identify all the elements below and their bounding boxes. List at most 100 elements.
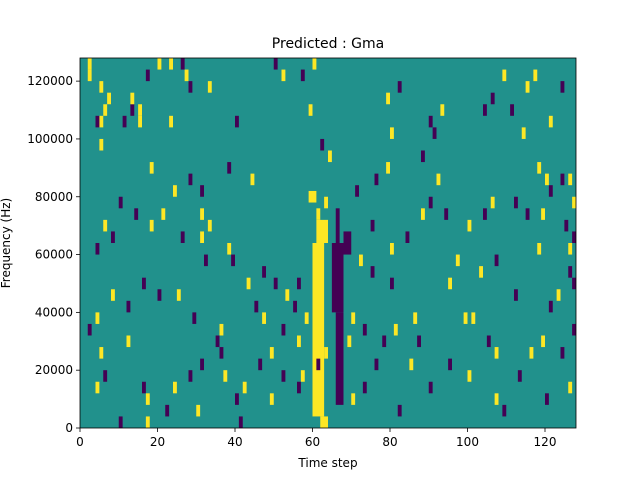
heatmap-cell (269, 393, 274, 405)
heatmap-cell (223, 370, 228, 382)
heatmap-cell (99, 81, 104, 93)
heatmap-cell (448, 358, 452, 371)
heatmap-cell (525, 208, 530, 220)
heatmap-cell (448, 277, 452, 290)
plot-area (79, 57, 577, 429)
x-tick-label: 120 (534, 435, 557, 449)
heatmap-band (331, 243, 344, 313)
heatmap-cell (149, 219, 154, 232)
heatmap-cell (188, 173, 193, 186)
heatmap-band (343, 231, 352, 255)
heatmap-cell (169, 115, 173, 128)
heatmap-cell (486, 335, 491, 348)
heatmap-cell (103, 104, 108, 116)
heatmap-cell (564, 219, 569, 232)
heatmap-cell (99, 138, 104, 151)
heatmap-cell (118, 196, 123, 209)
heatmap-cell (409, 358, 414, 371)
heatmap-cell (161, 208, 166, 220)
heatmap-cell (126, 300, 131, 313)
heatmap-cell (227, 162, 232, 174)
heatmap-cell (545, 393, 549, 405)
heatmap-cell (173, 381, 177, 394)
heatmap-cell (370, 219, 375, 232)
heatmap-cell (359, 254, 363, 267)
heatmap-cell (328, 150, 332, 163)
x-axis-label: Time step (297, 456, 357, 470)
heatmap-cell (165, 404, 170, 417)
heatmap-cell (568, 173, 573, 186)
heatmap-cell (188, 370, 193, 382)
heatmap-cell (122, 115, 127, 128)
heatmap-cell (494, 393, 499, 405)
heatmap-cell (242, 381, 247, 394)
heatmap-cell (362, 381, 367, 394)
heatmap-cell (219, 347, 224, 359)
heatmap-cell (494, 254, 499, 267)
heatmap-band (316, 219, 328, 243)
y-tick-label: 40000 (35, 305, 73, 319)
heatmap-cell (374, 173, 379, 186)
heatmap-cell (351, 393, 356, 405)
heatmap-cell (192, 312, 197, 324)
heatmap-cell (95, 381, 100, 394)
heatmap-cell (231, 254, 235, 267)
heatmap-cell (545, 173, 549, 186)
heatmap-cell (250, 173, 255, 186)
heatmap-cell (548, 115, 553, 128)
heatmap-band (316, 208, 321, 220)
heatmap-cell (421, 150, 425, 163)
heatmap-cell (483, 104, 487, 116)
heatmap-cell (103, 219, 108, 232)
heatmap-cell (107, 92, 111, 105)
heatmap-cell (572, 277, 576, 290)
heatmap-cell (556, 289, 561, 301)
x-tick-label: 100 (456, 435, 479, 449)
x-tick-label: 60 (305, 435, 320, 449)
heatmap-cell (95, 115, 100, 128)
heatmap-cell (173, 185, 177, 197)
heatmap-cell (560, 173, 565, 186)
heatmap-cell (548, 300, 553, 313)
heatmap-cell (262, 312, 266, 324)
y-axis: 0 20000 40000 60000 80000 100000 120000 (27, 74, 80, 435)
heatmap-cell (297, 277, 301, 290)
heatmap-cell (200, 208, 204, 220)
heatmap-cell (541, 335, 545, 348)
heatmap-cell (568, 243, 573, 255)
heatmap-cell (362, 323, 367, 336)
heatmap-band (335, 312, 344, 405)
y-tick-label: 100000 (27, 132, 73, 146)
heatmap-band (320, 416, 328, 428)
heatmap-cell (142, 277, 146, 290)
heatmap-cell (572, 323, 576, 336)
heatmap-cell (111, 231, 115, 243)
heatmap-cell (386, 162, 390, 174)
y-tick-label: 120000 (27, 74, 73, 88)
heatmap-cell (494, 347, 499, 359)
heatmap-cell (281, 323, 286, 336)
heatmap-cell (479, 266, 483, 278)
heatmap-cell (281, 370, 286, 382)
heatmap-cell (390, 277, 394, 290)
heatmap-cell (537, 162, 542, 174)
heatmap-cell (273, 58, 278, 70)
heatmap-cell (297, 381, 301, 394)
heatmap-cell (145, 393, 150, 405)
heatmap-cell (413, 312, 418, 324)
heatmap-cell (273, 277, 278, 290)
heatmap-cell (405, 231, 410, 243)
heatmap-cell (568, 381, 573, 394)
heatmap-cell (370, 266, 375, 278)
heatmap-cell (436, 173, 441, 186)
heatmap-cell (502, 404, 507, 417)
heatmap-cell (118, 416, 123, 428)
heatmap-cell (126, 335, 131, 348)
y-tick-label: 60000 (35, 248, 73, 262)
heatmap-cell (227, 243, 232, 255)
heatmap-cell (304, 312, 309, 324)
heatmap-cell (95, 243, 100, 255)
heatmap-cell (188, 81, 193, 93)
y-tick-label: 80000 (35, 190, 73, 204)
